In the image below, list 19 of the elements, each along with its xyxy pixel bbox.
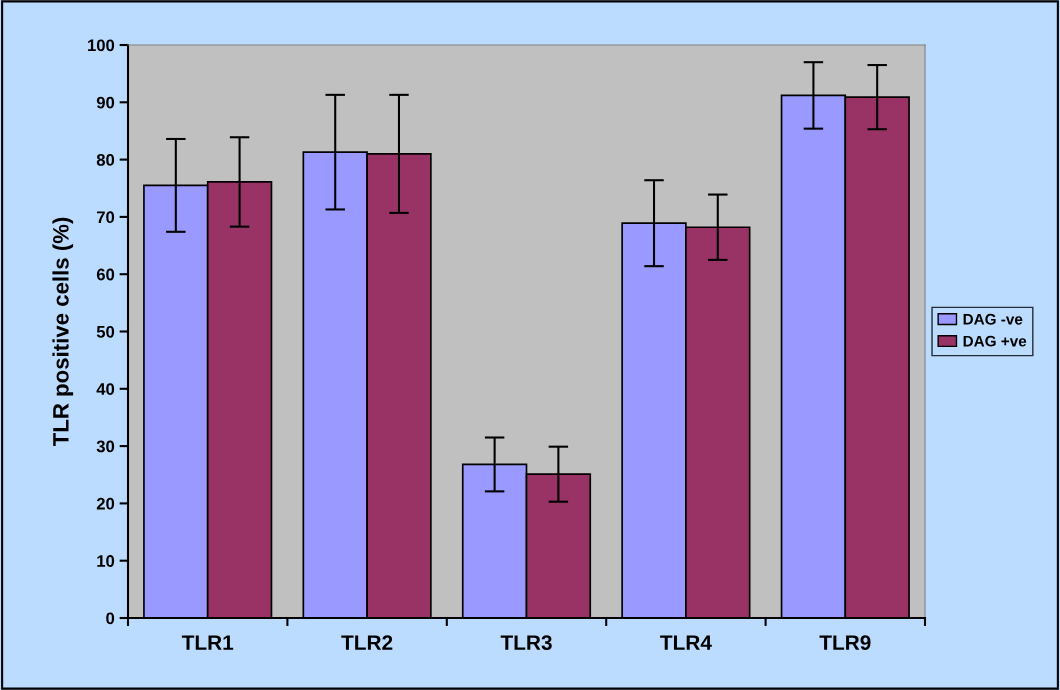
y-tick-label: 80 (96, 154, 115, 166)
y-tick-label: 20 (96, 497, 115, 510)
x-tick-label: TLR4 (660, 635, 712, 650)
y-tick-label: 60 (96, 268, 115, 281)
x-tick-label: TLR3 (500, 635, 552, 650)
y-tick-label: 0 (106, 612, 115, 625)
y-axis-title: TLR positive cells (%) (52, 217, 74, 447)
y-tick-label: 90 (96, 96, 115, 109)
y-tick-label: 10 (97, 555, 115, 567)
y-tick-label: 50 (96, 325, 115, 338)
legend-label: DAG +ve (963, 335, 1027, 347)
y-tick-label: 30 (96, 440, 115, 453)
y-tick-label: 100 (88, 39, 115, 52)
x-tick-label: TLR9 (819, 635, 871, 650)
legend-label: DAG -ve (963, 313, 1023, 325)
x-tick-label: TLR1 (181, 635, 234, 650)
y-tick-label: 70 (96, 211, 115, 224)
y-tick-label: 40 (96, 383, 115, 395)
x-tick-label: TLR2 (341, 635, 393, 650)
